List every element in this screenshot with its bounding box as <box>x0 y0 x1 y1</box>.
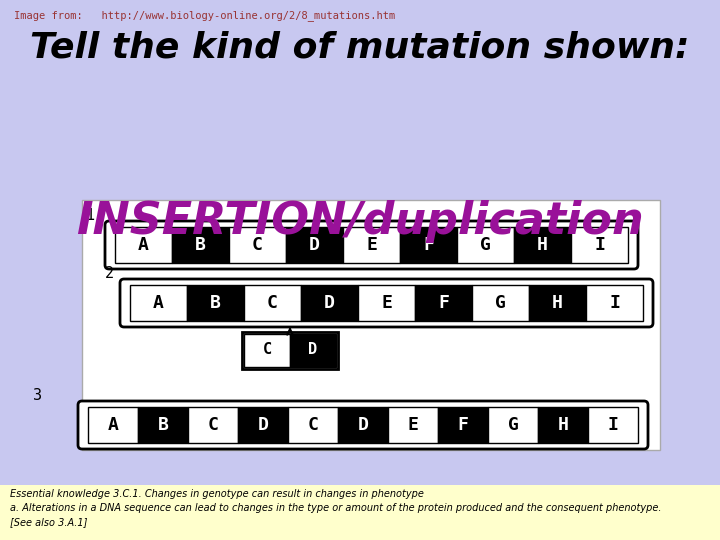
Text: A: A <box>138 236 149 254</box>
Bar <box>338 407 388 443</box>
Bar <box>0 485 720 540</box>
Text: E: E <box>408 416 418 434</box>
Text: C: C <box>267 294 278 312</box>
Text: B: B <box>158 416 168 434</box>
Text: 2: 2 <box>105 266 114 281</box>
Text: C: C <box>307 416 318 434</box>
Text: D: D <box>309 236 320 254</box>
Bar <box>301 285 358 321</box>
Bar <box>188 407 238 443</box>
Text: INSERTION/duplication: INSERTION/duplication <box>76 200 644 243</box>
Bar <box>229 227 286 263</box>
Bar <box>82 200 660 450</box>
Bar <box>172 227 229 263</box>
Text: C: C <box>262 342 271 357</box>
Text: Essential knowledge 3.C.1. Changes in genotype can result in changes in phenotyp: Essential knowledge 3.C.1. Changes in ge… <box>10 489 662 527</box>
Text: G: G <box>480 236 491 254</box>
Text: F: F <box>458 416 469 434</box>
Bar <box>244 334 290 367</box>
Text: G: G <box>495 294 506 312</box>
Text: I: I <box>608 416 618 434</box>
Text: E: E <box>366 236 377 254</box>
Text: C: C <box>252 236 263 254</box>
Text: F: F <box>438 294 449 312</box>
Bar <box>238 407 288 443</box>
Text: I: I <box>609 294 620 312</box>
Text: E: E <box>381 294 392 312</box>
Bar <box>343 227 400 263</box>
Bar <box>288 407 338 443</box>
Text: B: B <box>195 236 206 254</box>
FancyBboxPatch shape <box>120 279 653 327</box>
Bar <box>130 285 187 321</box>
Bar <box>244 285 301 321</box>
Text: G: G <box>508 416 518 434</box>
Bar <box>388 407 438 443</box>
Bar <box>571 227 628 263</box>
Bar <box>88 407 138 443</box>
Bar <box>187 285 244 321</box>
Bar <box>358 285 415 321</box>
FancyBboxPatch shape <box>105 221 638 269</box>
Bar <box>400 227 457 263</box>
Text: H: H <box>552 294 563 312</box>
Bar <box>588 407 638 443</box>
Text: C: C <box>207 416 218 434</box>
Text: H: H <box>557 416 568 434</box>
Bar <box>290 334 336 367</box>
Text: D: D <box>324 294 335 312</box>
Text: F: F <box>423 236 434 254</box>
Bar <box>457 227 514 263</box>
Bar <box>538 407 588 443</box>
Bar <box>138 407 188 443</box>
Bar <box>242 332 338 368</box>
Text: Tell the kind of mutation shown:: Tell the kind of mutation shown: <box>30 30 690 64</box>
Text: Image from:   http://www.biology-online.org/2/8_mutations.htm: Image from: http://www.biology-online.or… <box>14 10 395 21</box>
Text: B: B <box>210 294 221 312</box>
Text: D: D <box>308 342 318 357</box>
Bar <box>586 285 643 321</box>
Bar <box>286 227 343 263</box>
Bar <box>472 285 529 321</box>
Bar <box>438 407 488 443</box>
Bar <box>529 285 586 321</box>
Text: A: A <box>153 294 164 312</box>
Text: A: A <box>107 416 118 434</box>
Text: D: D <box>358 416 369 434</box>
Bar <box>488 407 538 443</box>
Text: D: D <box>258 416 269 434</box>
Text: 1: 1 <box>85 208 94 223</box>
Bar <box>115 227 172 263</box>
Bar <box>415 285 472 321</box>
FancyBboxPatch shape <box>78 401 648 449</box>
Text: I: I <box>594 236 605 254</box>
Bar <box>514 227 571 263</box>
Text: 3: 3 <box>33 388 42 403</box>
Text: H: H <box>537 236 548 254</box>
